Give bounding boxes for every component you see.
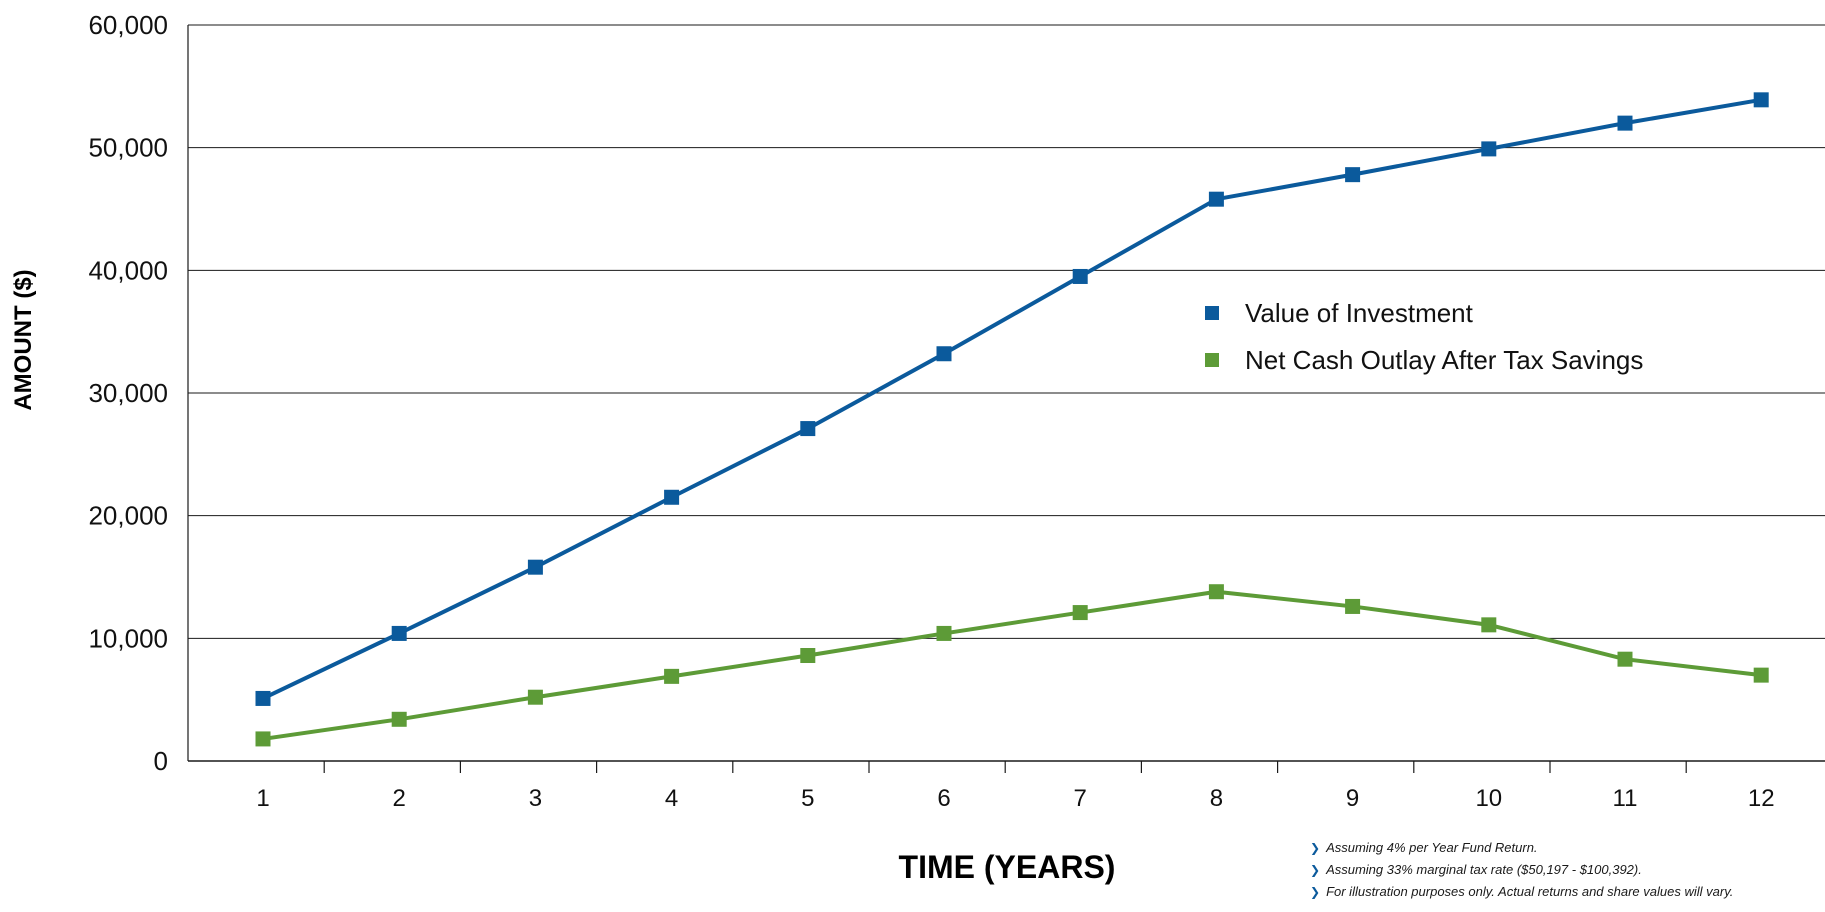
footnote-item: ❯ Assuming 4% per Year Fund Return. (1310, 837, 1820, 859)
y-axis-label: AMOUNT ($) (10, 269, 37, 410)
footnotes: ❯ Assuming 4% per Year Fund Return. ❯ Assu… (1310, 837, 1820, 903)
y-tick-label: 10,000 (88, 623, 168, 653)
data-point (1345, 167, 1361, 183)
x-tick-label: 4 (665, 785, 678, 812)
data-point (527, 689, 543, 705)
data-point (1481, 617, 1497, 633)
data-point (1617, 651, 1633, 667)
x-tick-label: 3 (529, 785, 542, 812)
y-tick-label: 0 (154, 746, 168, 776)
footnote-item: ❯ Assuming 33% marginal tax rate ($50,197… (1310, 859, 1820, 881)
data-point (1208, 191, 1224, 207)
footnote-text: Assuming 4% per Year Fund Return. (1326, 840, 1538, 855)
x-tick-label: 6 (937, 785, 950, 812)
data-point (1072, 268, 1088, 284)
chevron-right-icon: ❯ (1310, 863, 1321, 877)
legend: Value of Investment Net Cash Outlay After… (1205, 298, 1643, 375)
x-tick-label: 9 (1346, 785, 1359, 812)
data-point (1481, 141, 1497, 157)
legend-label: Net Cash Outlay After Tax Savings (1245, 345, 1643, 375)
data-point (255, 731, 271, 747)
y-tick-label: 20,000 (88, 501, 168, 531)
legend-label: Value of Investment (1245, 298, 1474, 328)
data-point (391, 625, 407, 641)
data-point (1617, 115, 1633, 131)
x-tick-label: 1 (256, 785, 269, 812)
x-axis-label: TIME (YEARS) (899, 849, 1116, 885)
x-tick-label: 2 (393, 785, 406, 812)
y-tick-label: 60,000 (88, 10, 168, 40)
chevron-right-icon: ❯ (1310, 885, 1321, 899)
data-point (936, 346, 952, 362)
data-point (1208, 584, 1224, 600)
data-point (1753, 92, 1769, 108)
footnote-text: Assuming 33% marginal tax rate ($50,197 … (1326, 862, 1642, 877)
data-point (391, 711, 407, 727)
footnote-item: ❯ For illustration purposes only. Actual … (1310, 881, 1820, 903)
series (255, 92, 1769, 747)
chevron-right-icon: ❯ (1310, 841, 1321, 855)
x-tick-label: 5 (801, 785, 814, 812)
x-tick-label: 11 (1613, 785, 1638, 812)
legend-swatch (1205, 353, 1219, 367)
x-tick-label: 7 (1074, 785, 1087, 812)
data-point (800, 648, 816, 664)
y-tick-label: 30,000 (88, 378, 168, 408)
data-point (936, 625, 952, 641)
footnote-text: For illustration purposes only. Actual r… (1326, 884, 1734, 899)
x-tick-label: 8 (1210, 785, 1223, 812)
data-point (1345, 598, 1361, 614)
data-point (1753, 667, 1769, 683)
grid (188, 24, 1825, 639)
series-line (262, 97, 1762, 701)
series-line (262, 589, 1762, 741)
data-point (664, 489, 680, 505)
y-tick-label: 50,000 (88, 133, 168, 163)
legend-swatch (1205, 306, 1219, 320)
data-point (255, 690, 271, 706)
data-point (527, 559, 543, 575)
y-tick-label: 40,000 (88, 255, 168, 285)
data-point (664, 668, 680, 684)
data-point (1072, 605, 1088, 621)
x-tick-label: 10 (1475, 785, 1502, 812)
data-point (800, 421, 816, 437)
x-tick-label: 12 (1748, 785, 1775, 812)
